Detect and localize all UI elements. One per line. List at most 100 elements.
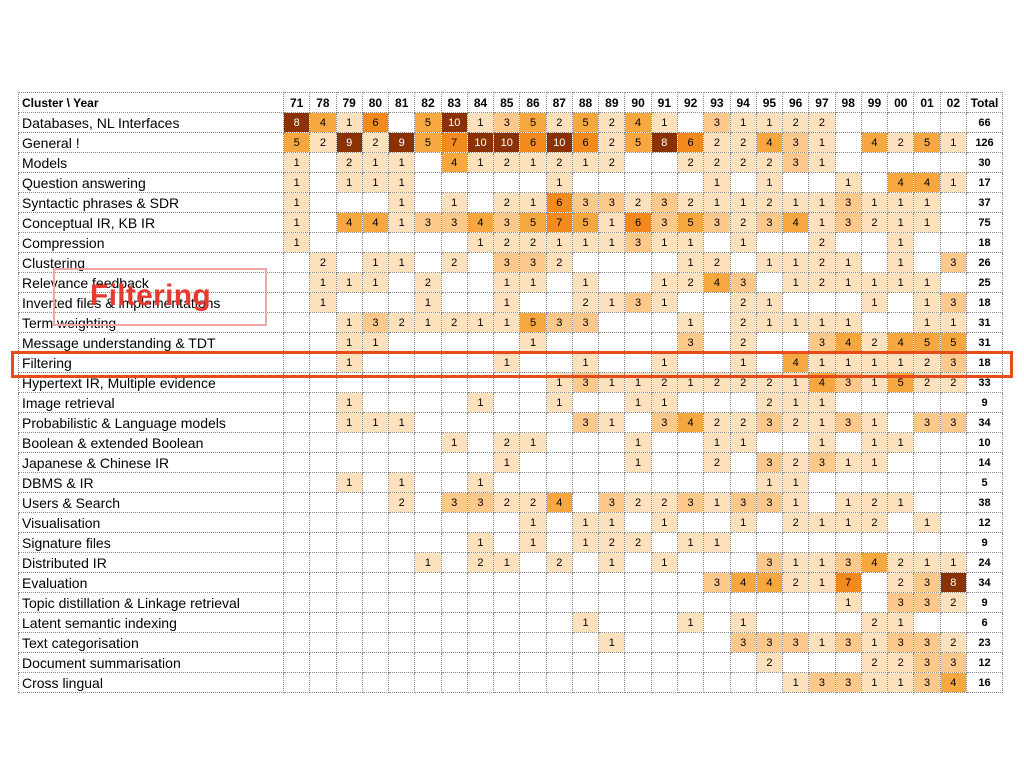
- table-row: Term weighting 1 3 2 1 2 1 1 5 3 3 1 2 1 1 1 1 1 1 31: [18, 312, 1003, 333]
- heat-cell: 2: [624, 192, 652, 213]
- heat-cell: [282, 472, 311, 493]
- header-row: Cluster \ Year 71 78 79 80 81 82 83 84 85 86 87 88 89…: [18, 92, 1003, 113]
- table-row: Evaluation 3 4 4 2 1 7 2 3 8 34: [18, 572, 1003, 593]
- heat-cell: 3: [939, 352, 968, 373]
- table-row: Probabilistic & Language models 1 1 1 3 1 3 4 2 2…: [18, 412, 1003, 433]
- heat-cell: [309, 492, 337, 513]
- heat-cell: 1: [545, 232, 573, 253]
- heat-cell: 1: [808, 132, 836, 153]
- heat-cell: [440, 612, 468, 633]
- heat-cell: [440, 472, 468, 493]
- year-header: 94: [729, 92, 757, 113]
- heat-cell: 2: [624, 492, 652, 513]
- heat-cell: [545, 452, 573, 473]
- heat-cell: 3: [650, 212, 678, 233]
- heat-cell: [309, 452, 337, 473]
- heat-cell: [571, 632, 600, 653]
- year-header: 89: [598, 92, 626, 113]
- heat-cell: 1: [887, 192, 915, 213]
- heat-cell: [388, 112, 416, 133]
- heat-cell: 7: [545, 212, 573, 233]
- heat-cell: 1: [887, 492, 915, 513]
- heat-cell: [624, 672, 652, 693]
- heat-cell: [808, 472, 836, 493]
- heat-cell: [519, 412, 547, 433]
- heat-cell: [650, 652, 678, 673]
- heat-cell: [729, 452, 757, 473]
- heat-cell: [834, 112, 862, 133]
- heat-cell: 1: [650, 112, 678, 133]
- heat-cell: 5: [414, 112, 442, 133]
- row-total: 37: [966, 192, 1003, 213]
- heat-cell: [676, 552, 705, 573]
- table-row: Conceptual IR, KB IR 1 4 4 1 3 3 4 3 5 7 5 1 6 3 5 3 2 3 4 1…: [18, 212, 1003, 233]
- heat-cell: [624, 252, 652, 273]
- heat-cell: [361, 632, 390, 653]
- heat-cell: [440, 572, 468, 593]
- heat-cell: [545, 592, 573, 613]
- heat-cell: 1: [939, 172, 968, 193]
- heat-cell: [335, 672, 363, 693]
- heat-cell: [650, 452, 678, 473]
- heat-cell: [388, 332, 416, 353]
- heat-cell: [545, 272, 573, 293]
- heat-cell: [282, 612, 311, 633]
- callout-box: [53, 268, 267, 326]
- heat-cell: 9: [388, 132, 416, 153]
- heat-cell: [624, 172, 652, 193]
- heat-cell: [361, 392, 390, 413]
- heat-cell: [887, 532, 915, 553]
- heat-cell: [414, 152, 442, 173]
- heat-cell: 6: [545, 192, 573, 213]
- heat-cell: [440, 632, 468, 653]
- heat-cell: 1: [729, 192, 757, 213]
- heat-cell: 3: [493, 212, 521, 233]
- heat-cell: 1: [808, 312, 836, 333]
- heat-cell: [598, 452, 626, 473]
- heat-cell: [624, 332, 652, 353]
- heat-cell: [887, 412, 915, 433]
- heat-cell: 4: [466, 212, 495, 233]
- heat-cell: [466, 292, 495, 313]
- heat-cell: 1: [598, 232, 626, 253]
- cluster-name: General !: [18, 132, 284, 153]
- heat-cell: [650, 172, 678, 193]
- heat-cell: 1: [860, 432, 889, 453]
- heat-cell: 1: [834, 172, 862, 193]
- heat-cell: 2: [388, 492, 416, 513]
- heat-cell: 6: [519, 132, 547, 153]
- heat-cell: [887, 152, 915, 173]
- heat-cell: 5: [519, 112, 547, 133]
- heat-cell: [440, 512, 468, 533]
- heat-cell: [650, 572, 678, 593]
- heat-cell: [939, 192, 968, 213]
- heat-cell: 1: [860, 352, 889, 373]
- heat-cell: 1: [860, 672, 889, 693]
- heat-cell: [440, 412, 468, 433]
- heat-cell: [913, 472, 941, 493]
- heat-cell: 3: [729, 632, 757, 653]
- heat-cell: 3: [887, 632, 915, 653]
- heat-cell: 1: [571, 532, 600, 553]
- heat-cell: [414, 492, 442, 513]
- heat-cell: [860, 392, 889, 413]
- heat-cell: 2: [860, 212, 889, 233]
- heat-cell: [545, 512, 573, 533]
- heat-cell: 2: [598, 132, 626, 153]
- heat-cell: [939, 392, 968, 413]
- heat-cell: [440, 592, 468, 613]
- heat-cell: [388, 652, 416, 673]
- heat-cell: 2: [466, 552, 495, 573]
- heat-cell: 2: [729, 152, 757, 173]
- heat-cell: [414, 332, 442, 353]
- heat-cell: 1: [624, 432, 652, 453]
- heat-cell: [571, 452, 600, 473]
- row-total: 16: [966, 672, 1003, 693]
- heat-cell: 4: [939, 672, 968, 693]
- table-row: Inverted files & implementations 1 1 1 2 1 3 1 2…: [18, 292, 1003, 313]
- heat-cell: 1: [650, 292, 678, 313]
- heat-cell: [703, 312, 731, 333]
- heat-cell: 1: [782, 552, 810, 573]
- heat-cell: [335, 492, 363, 513]
- year-header: 02: [939, 92, 968, 113]
